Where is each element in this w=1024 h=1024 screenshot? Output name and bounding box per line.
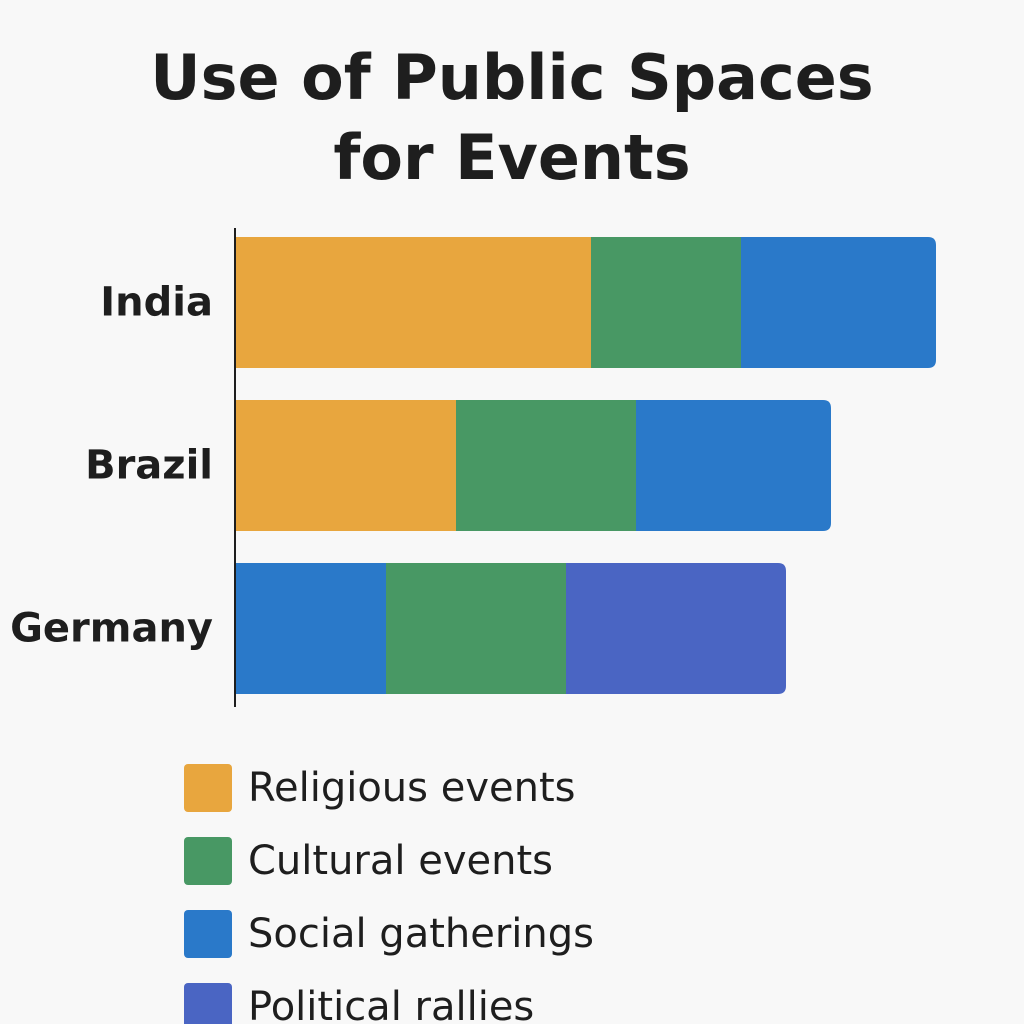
bar-india-social-gatherings (741, 237, 936, 368)
legend-label: Political rallies (248, 984, 535, 1024)
category-label-germany: Germany (10, 606, 213, 652)
chart-title: Use of Public Spaces for Events (0, 38, 1024, 198)
bar-india-religious-events (236, 237, 592, 368)
category-labels: India Brazil Germany (10, 280, 213, 652)
legend-swatch (184, 837, 232, 885)
legend-swatch (184, 910, 232, 958)
bar-germany-cultural-events (386, 563, 567, 694)
bar-brazil-religious-events (236, 400, 457, 531)
legend-swatch (184, 983, 232, 1024)
legend-item-religious-events: Religious events (184, 764, 594, 812)
legend-swatch (184, 764, 232, 812)
chart-title-line-1: Use of Public Spaces (150, 41, 874, 114)
legend-item-political-rallies: Political rallies (184, 983, 594, 1024)
legend-label: Social gatherings (248, 911, 594, 957)
legend-label: Religious events (248, 765, 576, 811)
bar-germany-social-gatherings (236, 563, 387, 694)
bar-brazil-social-gatherings (636, 400, 831, 531)
category-label-india: India (100, 280, 213, 326)
legend-item-social-gatherings: Social gatherings (184, 910, 594, 958)
bar-india-cultural-events (591, 237, 742, 368)
legend: Religious events Cultural events Social … (184, 764, 594, 1024)
bars-group (236, 237, 936, 694)
bar-germany-political-rallies (566, 563, 786, 694)
legend-item-cultural-events: Cultural events (184, 837, 594, 885)
category-label-brazil: Brazil (85, 443, 213, 489)
legend-label: Cultural events (248, 838, 553, 884)
bar-brazil-cultural-events (456, 400, 637, 531)
chart-title-line-2: for Events (333, 121, 691, 194)
